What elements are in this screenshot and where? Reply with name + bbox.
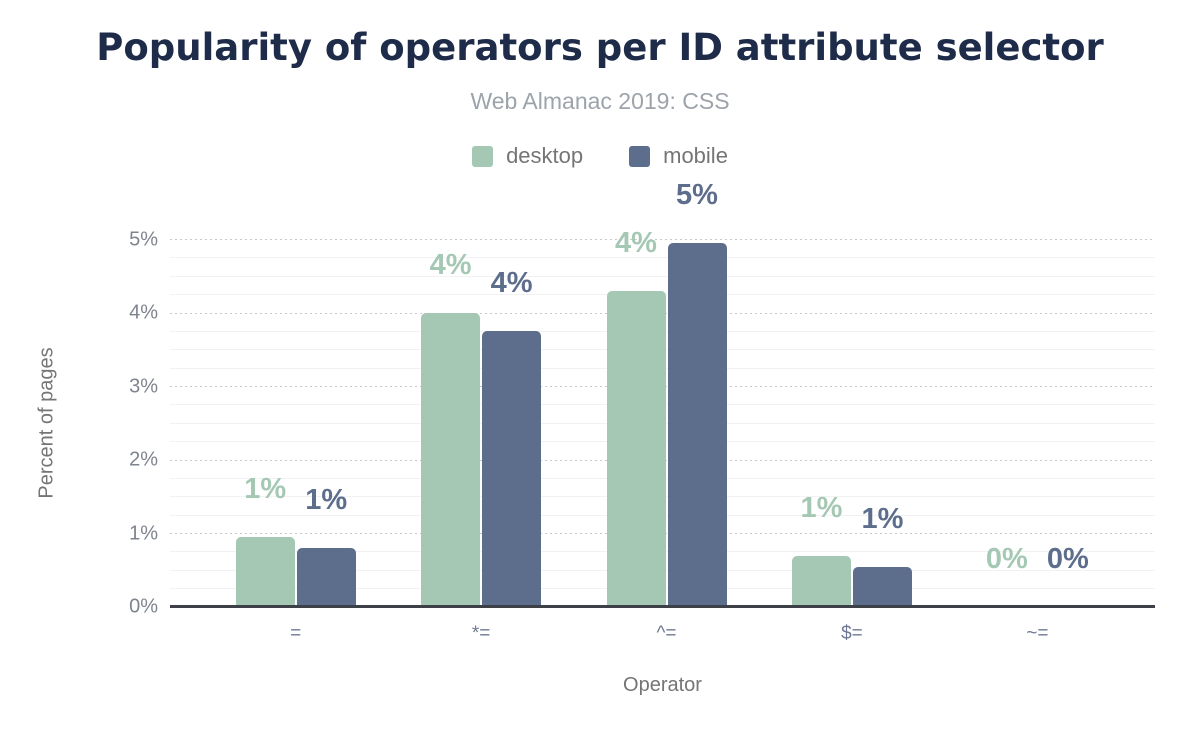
bar-groups: 1% 1% = 4% 4% *= 4% 5% ^= 1% 1% $= 0% 0% ~= [203, 181, 1130, 645]
chart-title: Popularity of operators per ID attribute… [96, 26, 1104, 69]
bar-value-label: 5% [676, 179, 718, 212]
bar-value-label: 4% [490, 267, 533, 300]
legend-label-desktop: desktop [506, 143, 584, 168]
bar-mobile-*=[interactable]: 4% [482, 269, 542, 607]
bar-pair: 1% 1% [235, 475, 356, 607]
x-tick-label: $= [841, 623, 863, 644]
x-tick-label: ~= [1026, 623, 1049, 644]
bar-mobile-$=[interactable]: 1% [852, 504, 912, 607]
gridline-minor [170, 257, 1155, 259]
x-tick-label: = [290, 623, 302, 644]
x-tick-label: *= [471, 623, 491, 644]
bar-group-$=: 1% 1% $= [759, 239, 944, 644]
y-tick-label: 3% [129, 375, 158, 397]
bar-value-label: 0% [1046, 543, 1089, 575]
bar-value-label: 1% [305, 484, 348, 517]
bar-mobile-^=[interactable]: 5% [667, 181, 727, 607]
bar-value-label: 1% [861, 502, 904, 535]
bar-group-*=: 4% 4% *= [388, 239, 573, 644]
chart-subtitle: Web Almanac 2019: CSS [470, 88, 730, 114]
bar-desktop-^=[interactable]: 4% [606, 228, 666, 607]
desktop-swatch-icon [472, 145, 494, 167]
y-tick-label: 1% [129, 522, 158, 544]
legend-item-desktop: desktop [472, 143, 583, 169]
y-axis-title: Percent of pages [35, 347, 58, 499]
x-axis-title: Operator [623, 674, 702, 696]
bar-pair: 4% 4% [421, 251, 542, 607]
legend-item-mobile: mobile [629, 143, 728, 169]
legend-label-mobile: mobile [663, 143, 728, 168]
bar-desktop-*=[interactable]: 4% [421, 251, 481, 607]
bar-group-^=: 4% 5% ^= [574, 181, 759, 644]
bar-value-label: 1% [244, 473, 287, 506]
bar-group-~=: 0% 0% ~= [945, 239, 1130, 645]
gridline-major [170, 239, 1155, 240]
gridline-minor [170, 275, 1155, 277]
x-axis-line [170, 605, 1155, 608]
legend: desktop mobile [0, 143, 1200, 169]
y-tick-label: 4% [129, 301, 158, 324]
bar-value-label: 0% [985, 543, 1028, 575]
mobile-swatch-icon [629, 145, 651, 167]
bar-group-=: 1% 1% = [203, 239, 388, 644]
y-tick-label: 0% [129, 595, 158, 618]
bar-value-label: 4% [429, 249, 472, 281]
x-tick-label: ^= [656, 623, 677, 644]
y-tick-label: 2% [129, 448, 158, 471]
bar-desktop-$=[interactable]: 1% [791, 493, 851, 607]
y-tick-label: 5% [129, 228, 158, 250]
bar-value-label: 4% [615, 226, 657, 259]
bar-pair: 1% 1% [791, 493, 912, 607]
bar-value-label: 1% [800, 491, 843, 524]
bar-mobile-=[interactable]: 1% [296, 486, 356, 607]
bar-desktop-=[interactable]: 1% [235, 475, 295, 607]
bar-pair: 4% 5% [606, 181, 727, 607]
